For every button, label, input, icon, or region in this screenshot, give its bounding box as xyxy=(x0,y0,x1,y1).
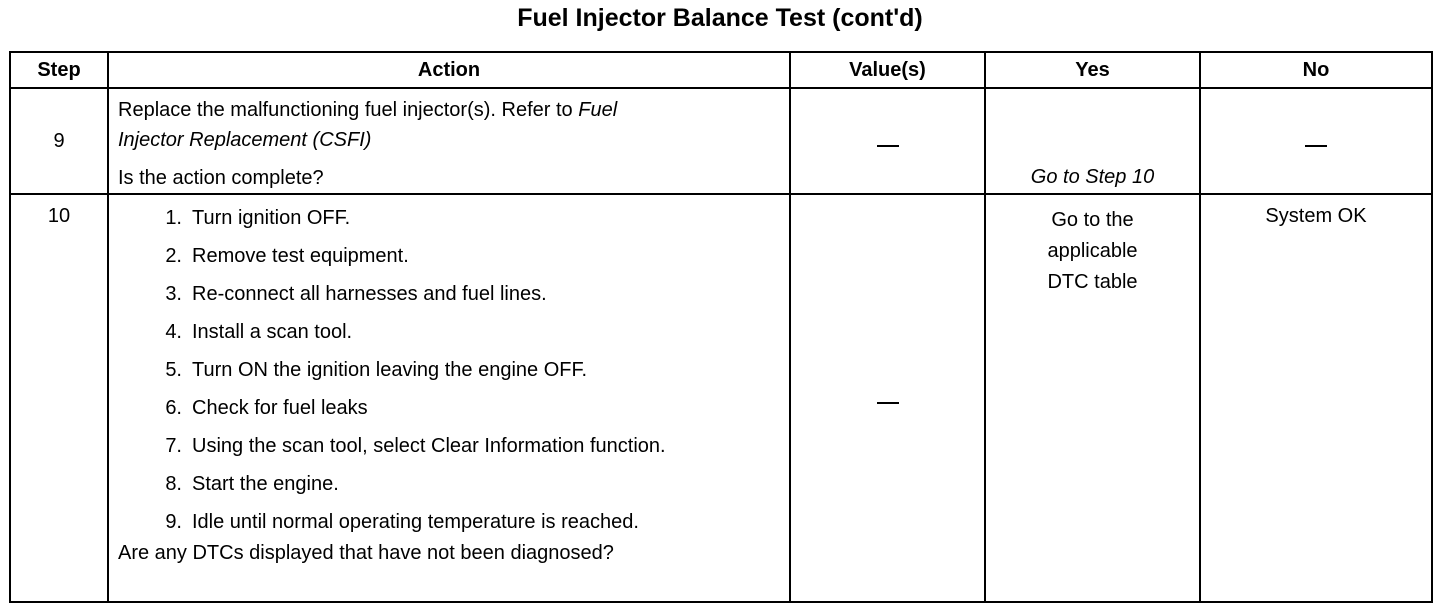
item-text: Re-connect all harnesses and fuel lines. xyxy=(192,283,547,305)
question-text: Are any DTCs displayed that have not bee… xyxy=(118,542,614,564)
header-values: Value(s) xyxy=(789,51,986,89)
table-row: 10 1. Turn ignition OFF. 2. Remove test equ… xyxy=(9,193,1433,603)
item-number: 3. xyxy=(165,283,182,305)
table-row: 9 Replace the malfunctioning fuel inject… xyxy=(9,87,1433,195)
dash xyxy=(1305,144,1327,147)
action-cell: Replace the malfunctioning fuel injector… xyxy=(107,87,791,195)
list-item: 4. Install a scan tool. xyxy=(118,318,789,346)
yes-text: Go to Step 10 xyxy=(1030,166,1155,188)
header-action: Action xyxy=(107,51,791,89)
reference-link: Fuel xyxy=(578,99,618,121)
item-number: 5. xyxy=(165,359,182,381)
item-number: 2. xyxy=(165,245,182,267)
item-text: Turn ON the ignition leaving the engine … xyxy=(192,359,588,381)
yes-cell: Go to the applicable DTC table xyxy=(984,193,1201,603)
item-number: 7. xyxy=(165,435,182,457)
action-cell: 1. Turn ignition OFF. 2. Remove test equipm… xyxy=(107,193,791,603)
page-title: Fuel Injector Balance Test (cont'd) xyxy=(517,4,923,32)
item-number: 8. xyxy=(165,473,182,495)
list-item: 9. Idle until normal operating temperatur… xyxy=(118,508,789,536)
item-text: Turn ignition OFF. xyxy=(192,207,351,229)
item-text: Check for fuel leaks xyxy=(192,397,368,419)
item-number: 6. xyxy=(165,397,182,419)
item-text: Install a scan tool. xyxy=(192,321,353,343)
list-item: 2. Remove test equipment. xyxy=(118,242,789,270)
item-text: Remove test equipment. xyxy=(192,245,409,267)
list-item: 1. Turn ignition OFF. xyxy=(118,204,789,232)
item-number: 1. xyxy=(165,207,182,229)
no-cell: — xyxy=(1199,87,1433,195)
item-number: 4. xyxy=(165,321,182,343)
value-cell: — xyxy=(789,87,986,195)
step-cell: 10 xyxy=(9,193,109,603)
question-text: Is the action complete? xyxy=(118,167,324,189)
action-text: Replace the malfunctioning fuel injector… xyxy=(118,99,579,121)
dash xyxy=(876,401,899,404)
dash xyxy=(876,144,899,147)
header-step: Step xyxy=(9,51,109,89)
item-number: 9. xyxy=(165,511,182,533)
action-list: 1. Turn ignition OFF. 2. Remove test equipm… xyxy=(118,204,789,536)
list-item: 6. Check for fuel leaks xyxy=(118,394,789,422)
header-no: No xyxy=(1199,51,1433,89)
item-text: Idle until normal operating temperature … xyxy=(192,511,639,533)
header-yes: Yes xyxy=(984,51,1201,89)
header-row: Step Action Value(s) Yes No xyxy=(9,51,1433,89)
step-cell: 9 xyxy=(9,87,109,195)
no-cell: System OK xyxy=(1199,193,1433,603)
reference-link: Injector Replacement (CSFI) xyxy=(118,129,372,151)
list-item: 8. Start the engine. xyxy=(118,470,789,498)
item-text: Using the scan tool, select Clear Inform… xyxy=(192,435,666,457)
list-item: 5. Turn ON the ignition leaving the engin… xyxy=(118,356,789,384)
procedure-table: Step Action Value(s) Yes No 9 Replace th… xyxy=(9,51,1433,603)
value-cell: — xyxy=(789,193,986,603)
list-item: 3. Re-connect all harnesses and fuel line… xyxy=(118,280,789,308)
yes-cell: Go to Step 10 xyxy=(984,87,1201,195)
list-item: 7. Using the scan tool, select Clear Info… xyxy=(118,432,789,460)
item-text: Start the engine. xyxy=(192,473,339,495)
